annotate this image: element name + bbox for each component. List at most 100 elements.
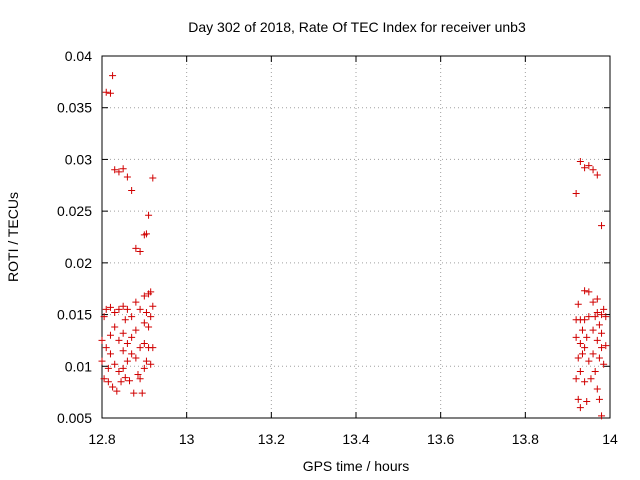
data-point	[145, 323, 153, 331]
data-point	[136, 305, 144, 313]
data-point	[581, 344, 589, 352]
data-point	[583, 397, 591, 405]
data-point	[106, 303, 114, 311]
data-point	[145, 211, 153, 219]
data-point	[142, 309, 150, 317]
data-point	[600, 360, 608, 368]
data-point	[578, 326, 586, 334]
data-point	[591, 367, 599, 375]
data-point	[102, 344, 110, 352]
data-point	[149, 302, 157, 310]
x-axis-label: GPS time / hours	[303, 458, 410, 474]
data-point	[115, 367, 123, 375]
data-point	[140, 340, 148, 348]
y-axis-label: ROTI / TECUs	[5, 192, 21, 282]
y-tick-label: 0.035	[57, 100, 92, 116]
data-point	[123, 357, 131, 365]
data-point	[585, 162, 593, 170]
x-tick-label: 13.2	[258, 431, 285, 447]
data-point	[142, 357, 150, 365]
data-point	[585, 313, 593, 321]
data-point	[593, 295, 601, 303]
data-point	[147, 313, 155, 321]
data-point	[111, 323, 119, 331]
y-tick-label: 0.005	[57, 410, 92, 426]
data-point	[119, 302, 127, 310]
data-point	[583, 333, 591, 341]
data-point	[147, 360, 155, 368]
data-point	[576, 340, 584, 348]
data-point	[115, 305, 123, 313]
data-point	[100, 375, 108, 383]
data-point	[572, 375, 580, 383]
data-point	[595, 354, 603, 362]
data-point	[602, 313, 610, 321]
data-point	[117, 378, 125, 386]
data-point	[147, 288, 155, 296]
data-point	[100, 313, 108, 321]
data-point	[115, 336, 123, 344]
data-point	[102, 88, 110, 96]
data-point	[109, 72, 117, 80]
y-tick-label: 0.03	[65, 151, 92, 167]
data-point	[598, 329, 606, 337]
data-point	[140, 319, 148, 327]
axis-ticks	[101, 55, 611, 419]
x-tick-label: 13	[179, 431, 195, 447]
data-point	[126, 377, 134, 385]
data-point	[572, 190, 580, 198]
y-tick-label: 0.025	[57, 203, 92, 219]
data-point	[111, 360, 119, 368]
data-point	[128, 333, 136, 341]
data-point	[593, 336, 601, 344]
data-point	[132, 326, 140, 334]
x-tick-label: 13.4	[342, 431, 369, 447]
data-point	[142, 230, 150, 238]
data-point	[598, 311, 606, 319]
data-point	[119, 347, 127, 355]
data-point	[138, 389, 146, 397]
data-point	[119, 329, 127, 337]
data-point	[109, 383, 117, 391]
x-tick-label: 13.8	[512, 431, 539, 447]
data-point	[581, 316, 589, 324]
data-point	[602, 342, 610, 350]
data-point	[115, 168, 123, 176]
x-tick-label: 12.8	[88, 431, 115, 447]
data-point	[598, 222, 606, 230]
data-point	[106, 89, 114, 97]
data-point	[595, 395, 603, 403]
data-point	[140, 364, 148, 372]
data-point	[102, 305, 110, 313]
grid-lines	[102, 56, 610, 418]
data-point	[128, 350, 136, 358]
data-point	[574, 395, 582, 403]
data-point	[576, 157, 584, 165]
y-tick-label: 0.015	[57, 307, 92, 323]
data-point	[128, 186, 136, 194]
y-tick-label: 0.01	[65, 358, 92, 374]
data-point	[121, 316, 129, 324]
data-point	[106, 331, 114, 339]
y-tick-label: 0.02	[65, 255, 92, 271]
data-point	[119, 364, 127, 372]
data-point	[598, 412, 606, 420]
data-point	[591, 313, 599, 321]
y-tick-labels: 0.005 0.01 0.015 0.02 0.025 0.03 0.035 0.04	[57, 48, 92, 426]
data-point	[128, 313, 136, 321]
data-point	[136, 375, 144, 383]
data-point	[104, 364, 112, 372]
data-points	[98, 72, 610, 420]
data-point	[585, 357, 593, 365]
data-point	[598, 344, 606, 352]
data-point	[581, 164, 589, 172]
data-point	[111, 309, 119, 317]
data-point	[113, 387, 121, 395]
data-point	[106, 350, 114, 358]
data-point	[589, 298, 597, 306]
data-point	[98, 357, 106, 365]
data-point	[589, 326, 597, 334]
data-point	[593, 385, 601, 393]
y-tick-label: 0.04	[65, 48, 92, 64]
